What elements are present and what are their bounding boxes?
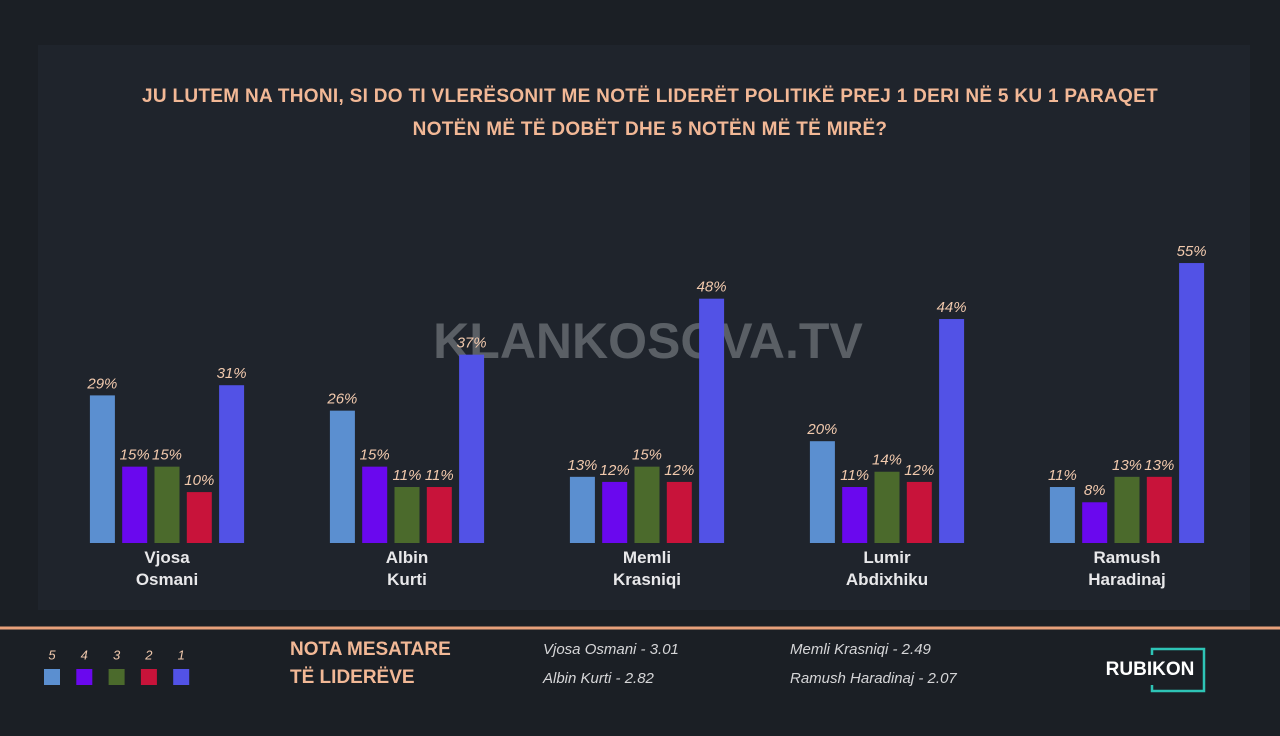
- value-label: 55%: [1177, 243, 1207, 260]
- legend-swatch: [140, 669, 157, 685]
- average-label: Memli Krasniqi - 2.49: [790, 641, 932, 658]
- bar: [939, 319, 965, 543]
- bar: [874, 471, 900, 543]
- bar: [426, 487, 452, 543]
- value-label: 48%: [697, 279, 727, 296]
- x-tick-label: Lumir Abdixhiku: [846, 548, 928, 589]
- bar: [634, 466, 660, 543]
- bar: [329, 410, 355, 543]
- bar: [1146, 476, 1172, 543]
- bar: [1082, 502, 1108, 543]
- bar: [219, 385, 245, 543]
- averages-title: NOTA MESATARE TË LIDERËVE: [290, 639, 451, 688]
- value-label: 15%: [632, 447, 662, 464]
- chart-title: JU LUTEM NA THONI, SI DO TI VLERËSONIT M…: [141, 86, 1158, 140]
- x-tick-label: Memli Krasniqi: [613, 548, 681, 589]
- bar: [666, 481, 692, 543]
- legend-swatch: [44, 669, 60, 685]
- value-label: 29%: [86, 375, 117, 392]
- average-label: Vjosa Osmani - 3.01: [543, 641, 679, 658]
- legend-label: 2: [144, 647, 153, 662]
- value-label: 14%: [872, 452, 902, 469]
- average-label: Albin Kurti - 2.82: [542, 670, 655, 687]
- bar: [1049, 487, 1075, 543]
- bar: [906, 481, 932, 543]
- bar: [1179, 263, 1205, 543]
- legend-swatch: [76, 669, 93, 685]
- x-tick-label: Albin Kurti: [386, 548, 429, 589]
- bar: [186, 492, 212, 543]
- value-label: 10%: [184, 472, 214, 489]
- legend-label: 5: [48, 647, 56, 662]
- bar: [154, 466, 180, 543]
- logo: RUBIKON: [1106, 659, 1195, 680]
- average-label: Ramush Haradinaj - 2.07: [790, 670, 957, 687]
- value-label: 13%: [567, 457, 597, 474]
- bar: [809, 441, 835, 543]
- legend-swatch: [108, 669, 125, 685]
- bar: [602, 481, 628, 543]
- value-label: 13%: [1144, 457, 1174, 474]
- value-label: 11%: [393, 467, 422, 484]
- value-label: 12%: [904, 462, 934, 479]
- bar: [1114, 476, 1140, 543]
- bar: [842, 487, 868, 543]
- bar: [459, 354, 485, 543]
- value-label: 11%: [1048, 467, 1077, 484]
- value-label: 31%: [217, 365, 247, 382]
- bar: [569, 476, 595, 543]
- value-label: 8%: [1084, 482, 1106, 499]
- legend-label: 1: [178, 647, 185, 662]
- x-tick-label: Ramush Haradinaj: [1088, 548, 1165, 589]
- bar: [394, 487, 420, 543]
- value-label: 12%: [664, 462, 694, 479]
- value-label: 37%: [457, 335, 487, 352]
- legend-swatch: [173, 669, 190, 685]
- value-label: 12%: [600, 462, 630, 479]
- value-label: 15%: [360, 447, 390, 464]
- watermark: KLANKOSOVA.TV: [433, 313, 863, 369]
- logo-mask: [1098, 655, 1158, 685]
- value-label: 11%: [840, 467, 869, 484]
- bar: [89, 395, 115, 543]
- bar: [122, 466, 148, 543]
- x-tick-label: Vjosa Osmani: [136, 548, 198, 589]
- value-label: 13%: [1112, 457, 1142, 474]
- value-label: 11%: [425, 467, 454, 484]
- value-label: 15%: [120, 447, 150, 464]
- value-label: 15%: [152, 447, 182, 464]
- value-label: 26%: [326, 391, 357, 408]
- bar: [362, 466, 388, 543]
- value-label: 44%: [937, 299, 967, 316]
- legend-label: 4: [81, 647, 88, 662]
- value-label: 20%: [806, 421, 837, 438]
- bar: [699, 298, 725, 543]
- legend-label: 3: [113, 647, 121, 662]
